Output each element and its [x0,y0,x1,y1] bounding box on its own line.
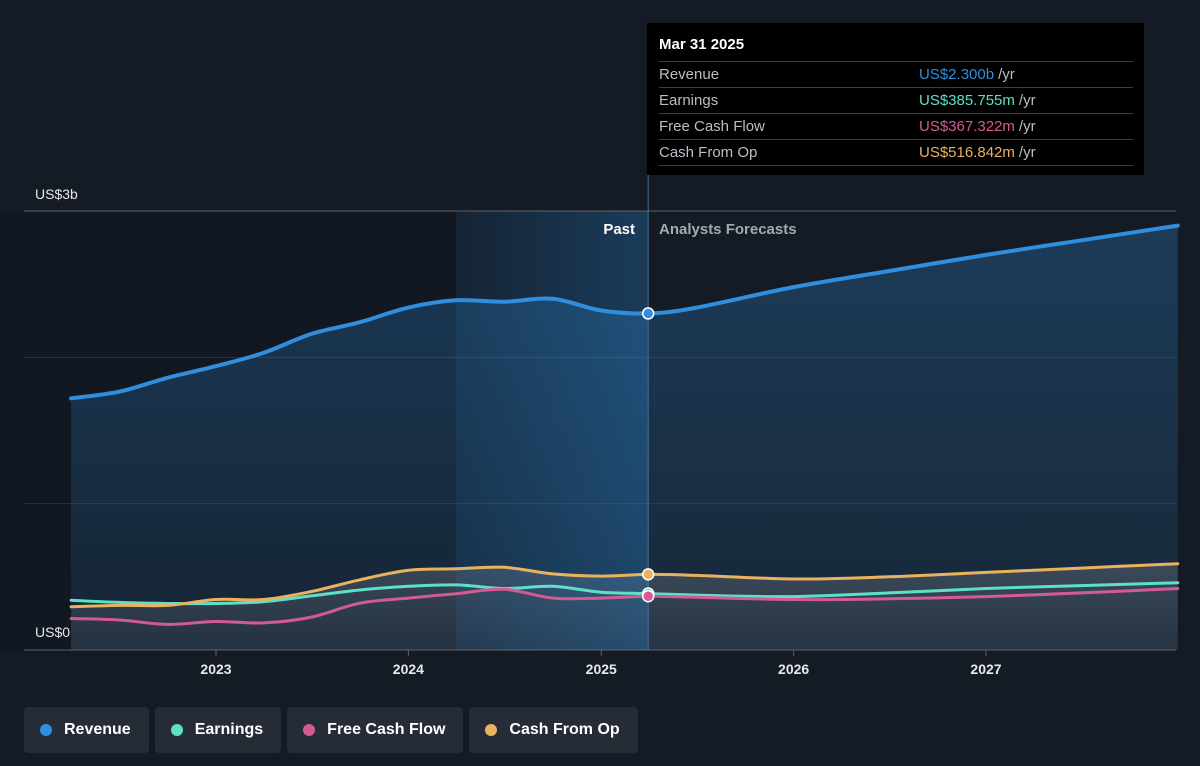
x-tick-label: 2027 [970,661,1001,677]
tooltip-row-label: Cash From Op [659,144,758,161]
series-markers [641,307,655,603]
legend-item-earnings[interactable]: Earnings [154,707,282,753]
x-tick-label: 2023 [200,661,231,677]
legend-item-revenue[interactable]: Revenue [24,707,149,753]
highlight-band [455,211,649,650]
y-axis-top-label: US$3b [35,186,78,202]
tooltip: Mar 31 2025 Revenue US$2.300b/yr Earnings U… [647,23,1144,175]
tooltip-row: Earnings US$385.755m/yr [659,87,1133,113]
legend-dot-icon [170,724,183,736]
tooltip-row: Free Cash Flow US$367.322m/yr [659,113,1133,139]
tooltip-row-value: US$385.755m [919,92,1015,109]
tooltip-row-unit: /yr [998,66,1015,83]
earnings-line [69,581,1180,606]
revenue-marker[interactable] [641,307,655,320]
legend-item-free-cash-flow[interactable]: Free Cash Flow [287,707,464,753]
legend-label: Free Cash Flow [327,721,446,738]
forecast-region-label: Analysts Forecasts [659,221,797,238]
x-tick-label: 2024 [393,661,424,677]
tooltip-row-label: Free Cash Flow [659,118,765,135]
tooltip-row-label: Revenue [659,66,720,83]
free-cash-flow-marker[interactable] [641,589,655,603]
free-cash-flow-line [69,587,1180,626]
past-region-label: Past [603,221,635,238]
tooltip-row: Cash From Op US$516.842m/yr [659,139,1133,166]
legend-label: Earnings [194,721,264,738]
tooltip-row-value: US$367.322m [919,118,1015,135]
x-tick-label: 2026 [778,661,809,677]
legend-dot-icon [303,724,316,736]
tooltip-row-value: US$516.842m [919,144,1015,161]
tooltip-row: Revenue US$2.300b/yr [659,61,1133,87]
x-tick-label: 2025 [586,661,617,677]
tooltip-row-value: US$2.300b [919,66,995,83]
tooltip-row-unit: /yr [1018,144,1036,161]
tooltip-row-label: Earnings [659,92,719,109]
revenue-line [69,223,1180,401]
legend-dot-icon [40,724,52,736]
past-highlight-band [455,175,649,650]
series-lines [69,223,1180,626]
tooltip-date: Mar 31 2025 [659,36,745,53]
legend-item-cash-from-op[interactable]: Cash From Op [469,707,638,753]
cash-from-op-line [69,562,1180,609]
tooltip-row-unit: /yr [1018,118,1036,135]
cash-from-op-marker[interactable] [641,568,655,581]
legend-label: Cash From Op [509,721,620,738]
y-axis-bottom-label: US$0 [35,624,70,640]
legend-label: Revenue [64,721,131,738]
legend: Revenue Earnings Free Cash Flow Cash From O… [24,707,638,753]
legend-dot-icon [485,724,498,736]
x-axis: 2023 2024 2025 2026 2027 [200,650,1002,677]
tooltip-row-unit: /yr [1018,92,1036,109]
